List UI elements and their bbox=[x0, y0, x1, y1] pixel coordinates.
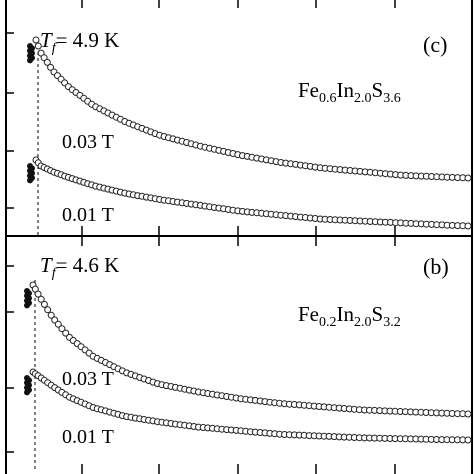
data-point bbox=[62, 329, 70, 337]
compound-formula-c: Fe0.6In2.0S3.6 bbox=[298, 78, 401, 106]
tf-annotation-c: Tf= 4.9 K bbox=[40, 28, 119, 56]
panel-label-b: (b) bbox=[423, 254, 449, 279]
data-point-cluster bbox=[24, 302, 30, 309]
data-point bbox=[34, 290, 42, 298]
data-point bbox=[464, 436, 472, 444]
data-point bbox=[37, 295, 45, 303]
data-point bbox=[47, 311, 55, 319]
axis-ticks bbox=[6, 0, 396, 474]
data-points bbox=[24, 36, 472, 444]
data-point bbox=[54, 320, 62, 328]
data-point bbox=[464, 410, 472, 418]
data-point bbox=[464, 222, 472, 230]
tf-annotation-b: Tf= 4.6 K bbox=[40, 253, 119, 281]
series-label-b-003: 0.03 T bbox=[62, 368, 114, 390]
data-point-cluster bbox=[27, 177, 33, 184]
panel-b-frame bbox=[5, 235, 473, 474]
data-point-cluster bbox=[27, 57, 33, 64]
compound-formula-b: Fe0.2In2.0S3.2 bbox=[298, 302, 401, 330]
series-label-b-001: 0.01 T bbox=[62, 426, 114, 448]
data-point bbox=[464, 174, 472, 182]
data-point bbox=[40, 300, 48, 308]
data-point bbox=[47, 63, 55, 71]
panel-label-c: (c) bbox=[423, 32, 447, 57]
series-label-c-003: 0.03 T bbox=[62, 131, 114, 153]
data-point bbox=[43, 58, 51, 66]
data-point bbox=[34, 42, 42, 50]
data-point bbox=[44, 306, 52, 314]
panel-frames bbox=[5, 0, 473, 474]
data-point bbox=[40, 54, 48, 62]
data-point bbox=[58, 325, 66, 333]
series-label-c-001: 0.01 T bbox=[62, 204, 114, 226]
data-point-cluster bbox=[24, 389, 30, 396]
data-point bbox=[32, 36, 40, 44]
